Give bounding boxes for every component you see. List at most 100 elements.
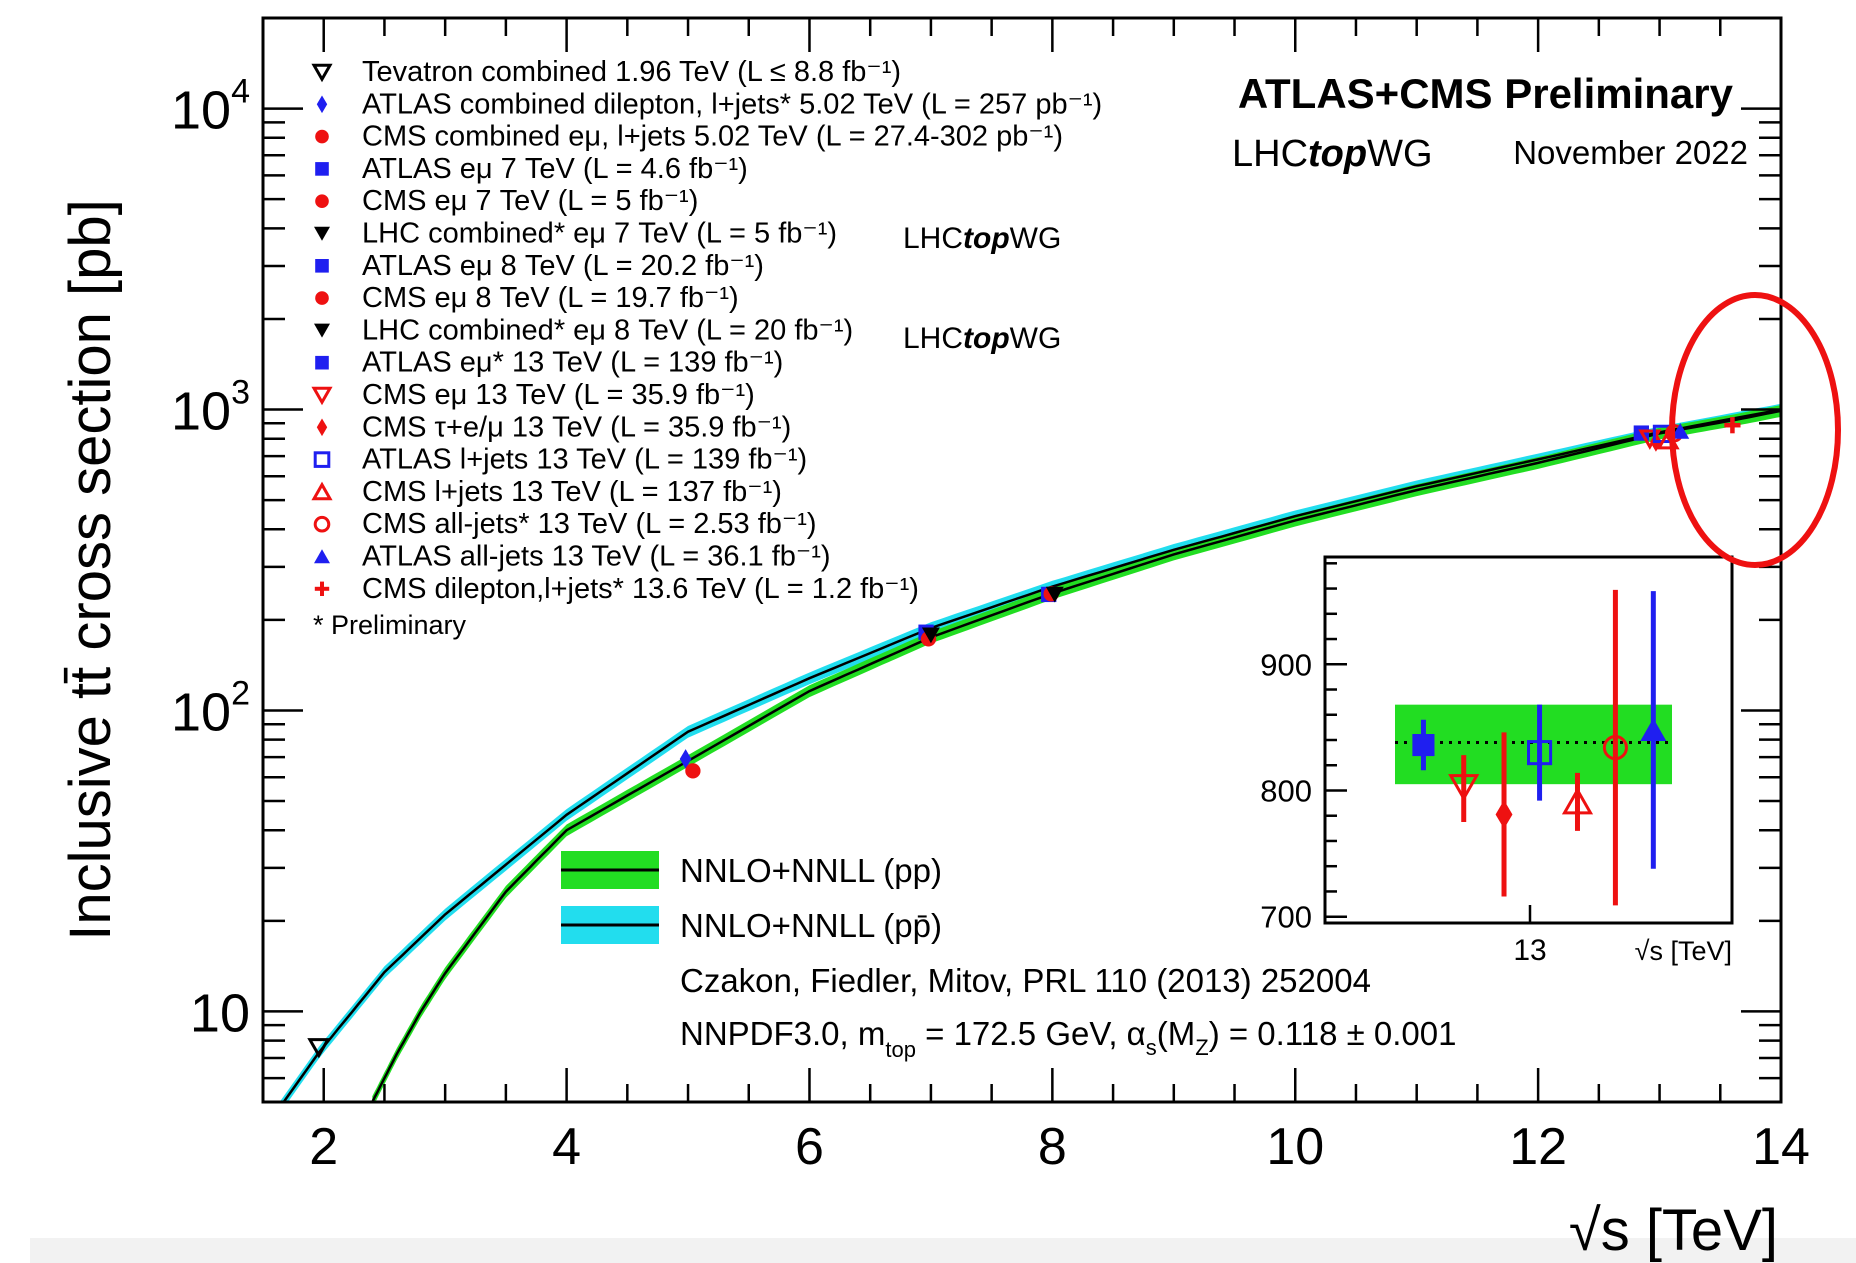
data-point-0 [307,1038,331,1059]
legend-label-15: ATLAS all-jets 13 TeV (L = 36.1 fb⁻¹) [362,541,831,573]
data-point-15 [1671,422,1690,439]
plot-area [279,403,1781,1102]
inset-point-1 [1448,774,1480,802]
reference-citation: Czakon, Fiedler, Mitov, PRL 110 (2013) 2… [680,962,1371,999]
params-g: ) = 0.118 ± 0.001 [1209,1015,1457,1052]
legend-marker-9 [315,355,329,370]
inset-y-tick-label: 900 [1260,647,1312,682]
legend-marker-13 [311,481,333,501]
y-tick-base: 10 [190,983,250,1043]
tag-top: top [963,222,1010,255]
data-point-2 [685,763,701,779]
inset-point-6 [1640,718,1667,741]
lhctopwg-wg: WG [1367,133,1432,175]
legend-label-14: CMS all-jets* 13 TeV (L = 2.53 fb⁻¹) [362,508,817,540]
legend-label-13: CMS l+jets 13 TeV (L = 137 fb⁻¹) [362,476,782,508]
inset-point-2 [1495,800,1513,829]
y-tick-exponent: 3 [231,374,250,412]
inset-y-tick-label: 700 [1260,900,1312,935]
x-tick-label: 2 [309,1118,338,1176]
y-tick-base: 10 [171,382,231,442]
legend-marker-0 [311,63,333,83]
x-tick-label: 14 [1752,1118,1810,1176]
data-point-1 [679,749,692,769]
inset-point-5 [1602,735,1628,761]
params-a: NNPDF3.0, m [680,1015,885,1052]
legend-label-4: CMS eμ 7 TeV (L = 5 fb⁻¹) [362,185,698,217]
x-tick-label: 4 [552,1118,581,1176]
lhc-combined-tag-7tev: LHCtopWG [903,222,1061,255]
data-point-16 [1724,417,1741,434]
y-tick-label: 102 [171,674,250,742]
legend-marker-7 [315,291,329,305]
legend-label-3: ATLAS eμ 7 TeV (L = 4.6 fb⁻¹) [362,153,748,185]
chart-date: November 2022 [1513,134,1748,171]
legend-marker-3 [315,162,329,176]
y-tick-base: 10 [171,81,231,141]
y-tick-label: 104 [171,73,250,141]
legend-marker-2 [315,129,329,144]
tag-lhc: LHC [903,222,963,255]
legend-label-16: CMS dilepton,l+jets* 13.6 TeV (L = 1.2 f… [362,573,919,605]
legend-label-2: CMS combined eμ, l+jets 5.02 TeV (L = 27… [362,121,1063,153]
inset-content [1395,589,1672,906]
x-tick-label: 8 [1038,1118,1067,1176]
inset-point-4 [1561,787,1594,815]
x-axis-title: √s [TeV] [1569,1198,1778,1263]
data-point-8 [1045,586,1064,603]
params-sub-z: Z [1195,1035,1208,1060]
legend-marker-15 [314,549,330,564]
lhctopwg-lhc: LHC [1232,133,1308,175]
params-sub-s: s [1146,1035,1157,1060]
inset-x-tick-label: 13 [1513,934,1546,967]
lhc-combined-tag-8tev: LHCtopWG [903,322,1061,355]
legend-marker-8 [314,323,330,338]
inset-point-3 [1527,740,1553,766]
legend-label-1: ATLAS combined dilepton, l+jets* 5.02 Te… [362,88,1102,120]
legend-label-5: LHC combined* eμ 7 TeV (L = 5 fb⁻¹) [362,218,837,250]
inset-panel: 900 800 700 13 √s [TeV] [1260,555,1734,967]
legend-marker-1 [316,95,328,114]
preliminary-note: * Preliminary [313,610,467,640]
inset-y-tick-label: 800 [1260,773,1312,808]
lhctopwg-top: top [1308,133,1367,175]
legend-marker-5 [314,226,330,241]
y-tick-base: 10 [171,682,231,742]
chart-header-title: ATLAS+CMS Preliminary [1238,70,1734,117]
x-tick-label: 6 [795,1118,824,1176]
legend-label-10: CMS eμ 13 TeV (L = 35.9 fb⁻¹) [362,379,755,411]
legend-marker-14 [313,515,331,533]
theory-parameters: NNPDF3.0, mtop = 172.5 GeV, αs(MZ) = 0.1… [680,1015,1456,1062]
inset-theory-band [1395,704,1672,785]
pp-legend-label: NNLO+NNLL (pp) [680,852,942,889]
y-axis-title: Inclusive tt̄ cross section [pb] [58,199,123,940]
legend-marker-16 [314,581,330,596]
legend-marker-11 [316,418,328,437]
y-tick-exponent: 2 [231,674,250,712]
data-point-5 [921,627,940,644]
legend-marker-12 [313,451,331,468]
tag-wg: WG [1010,322,1062,355]
legend-marker-10 [311,386,333,406]
x-tick-label: 10 [1266,1118,1324,1176]
legend-label-6: ATLAS eμ 8 TeV (L = 20.2 fb⁻¹) [362,250,764,282]
legend-marker-4 [315,194,329,208]
legend-label-12: ATLAS l+jets 13 TeV (L = 139 fb⁻¹) [362,444,807,476]
inset-point-0 [1412,733,1435,757]
theory-legend-ppbar: NNLO+NNLL (pp̄) [561,906,942,944]
legend: Tevatron combined 1.96 TeV (L ≤ 8.8 fb⁻¹… [311,56,1102,605]
x-tick-label: 12 [1509,1118,1567,1176]
tag-wg: WG [1010,222,1062,255]
legend-label-7: CMS eμ 8 TeV (L = 19.7 fb⁻¹) [362,282,739,314]
ppbar-legend-label: NNLO+NNLL (pp̄) [680,907,942,944]
params-sub-top: top [885,1037,916,1062]
legend-marker-6 [315,259,329,273]
inset-x-axis-title: √s [TeV] [1635,936,1732,966]
params-c: = 172.5 GeV, α [916,1015,1146,1052]
y-tick-label: 10 [190,983,250,1043]
tag-lhc: LHC [903,322,963,355]
highlight-ellipse [1669,292,1841,568]
params-e: (M [1157,1015,1195,1052]
